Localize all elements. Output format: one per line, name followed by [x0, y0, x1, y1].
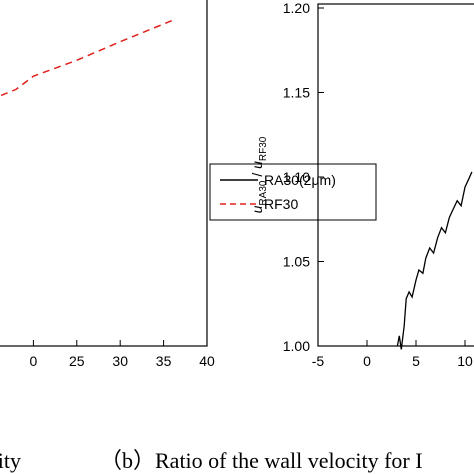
panel-a-xtick-label: 0 [30, 353, 38, 369]
panel-a-caption: city [0, 448, 21, 473]
series-rf30-line [0, 19, 173, 97]
panel-b-series [396, 171, 473, 350]
panel-b-ytick-label: 1.05 [283, 254, 310, 270]
panel-b-caption: （b）Ratio of the wall velocity for I [100, 448, 423, 473]
panel-b-xtick-label: 0 [363, 353, 371, 369]
panel-b-ticks: 1.00 1.05 1.10 1.15 1.20 -5 0 5 10 [283, 0, 473, 369]
panel-b-xtick-label: 5 [412, 353, 420, 369]
legend-label-rf30: RF30 [264, 196, 298, 212]
panel-b: 1.00 1.05 1.10 1.15 1.20 -5 0 5 10 uRA30 / uRF30… [100, 0, 474, 473]
panel-b-ytick-label: 1.20 [283, 0, 310, 16]
panel-a-xtick-label: 40 [199, 353, 215, 369]
panel-b-frame [317, 3, 474, 347]
panel-b-ytick-label: 1.00 [283, 338, 310, 354]
legend-box [209, 163, 377, 221]
panel-b-xtick-label: -5 [312, 353, 325, 369]
series-ratio-line [396, 171, 473, 350]
panel-a-xtick-label: 25 [69, 353, 85, 369]
panel-a-ticks: 0 25 30 35 40 [30, 340, 215, 369]
panel-a-xtick-label: 35 [156, 353, 172, 369]
panel-a-xtick-label: 30 [112, 353, 128, 369]
panel-b-ylabel: uRA30 / uRF30 [249, 136, 269, 213]
panel-b-ytick-label: 1.10 [283, 169, 310, 185]
panel-b-xtick-label: 10 [457, 353, 473, 369]
panel-a-frame [0, 0, 208, 347]
panel-b-ytick-label: 1.15 [283, 85, 310, 101]
panel-a-series [0, 19, 173, 97]
